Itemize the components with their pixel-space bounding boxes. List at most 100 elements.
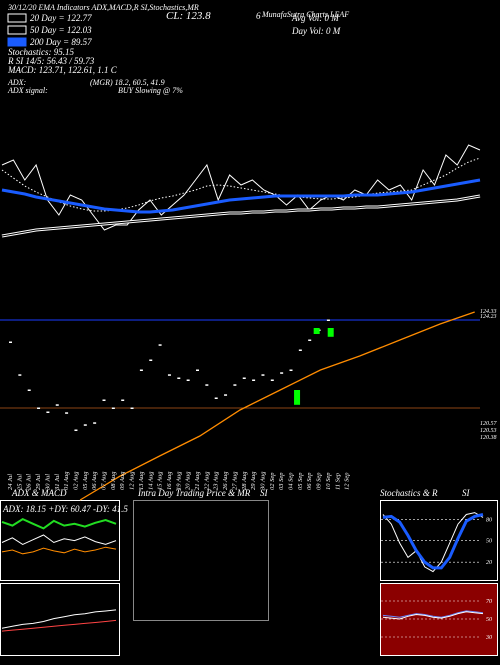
stoch-line <box>382 513 484 570</box>
date-label: 09 Aug <box>119 471 126 490</box>
rsi-line <box>382 610 484 618</box>
legend-ema20: 20 Day = 122.77 <box>30 13 92 23</box>
date-label: 03 Sep <box>278 472 285 490</box>
date-label: 30 Jul <box>44 474 51 491</box>
y-tick-label: 50 <box>486 617 492 623</box>
dot <box>261 374 265 376</box>
legend-swatch <box>7 13 27 23</box>
date-label: 01 Aug <box>63 471 70 490</box>
dot <box>167 374 171 376</box>
dot <box>233 384 237 386</box>
dot <box>121 399 125 401</box>
price-label: 120.57 <box>480 421 498 427</box>
dot <box>9 341 12 343</box>
date-label: 15 Aug <box>157 471 164 490</box>
dot <box>74 429 78 431</box>
candle <box>313 328 320 334</box>
dot <box>242 377 246 379</box>
close: CL: 123.8 <box>166 10 211 22</box>
day-vol: Day Vol: 0 M <box>291 26 341 36</box>
date-label: 24 Jul <box>7 474 14 490</box>
dot <box>196 369 199 371</box>
macd-line <box>1 619 117 632</box>
date-label: 25 Jul <box>16 474 23 490</box>
date-label: 09 Sep <box>316 472 323 490</box>
date-label: 30 Aug <box>259 471 266 491</box>
adx-signal: BUY Slowing @ 7% <box>118 86 183 95</box>
date-label: 14 Aug <box>147 471 154 490</box>
rsi-readout: R SI 14/5: 56.43 / 59.73 <box>7 56 95 66</box>
rsi-frame <box>380 583 498 656</box>
date-label: 08 Aug <box>110 471 117 490</box>
rsi-line <box>382 611 484 620</box>
dot <box>65 412 69 414</box>
price-label: 124.23 <box>480 313 497 320</box>
y-tick-label: 80 <box>486 517 492 523</box>
dot <box>37 407 41 409</box>
adx-line <box>1 534 117 545</box>
candle <box>294 390 301 405</box>
date-label: 23 Aug <box>213 471 220 490</box>
stoch-line <box>382 512 484 573</box>
dot <box>27 389 31 391</box>
dot <box>18 374 22 376</box>
dot <box>186 379 190 381</box>
y-tick-label: 50 <box>486 539 492 545</box>
dot <box>308 339 312 341</box>
dot <box>280 372 284 374</box>
y-tick-label: 70 <box>486 599 492 605</box>
dot <box>55 404 59 406</box>
date-label: 07 Aug <box>101 471 108 490</box>
panel-title: SI <box>260 488 269 498</box>
date-label: 05 Sep <box>297 472 304 490</box>
dot <box>93 422 97 424</box>
adx-line <box>1 517 117 530</box>
panel-title: Stochastics & R <box>380 488 438 498</box>
date-label: 19 Aug <box>175 471 182 490</box>
price-label: 120.53 <box>480 428 497 434</box>
dot <box>102 399 106 401</box>
date-label: 26 Aug <box>222 471 229 490</box>
date-label: 05 Aug <box>82 471 89 490</box>
price-label: 124.33 <box>480 308 497 315</box>
date-label: 06 Aug <box>91 471 98 490</box>
ma-line-inner <box>1 195 481 237</box>
legend-ema200: 200 Day = 89.57 <box>30 37 92 47</box>
dot <box>149 359 153 361</box>
date-label: 13 Aug <box>138 471 145 490</box>
macd-line <box>1 609 117 629</box>
legend-swatch <box>7 25 27 35</box>
dot <box>214 397 218 399</box>
date-label: 04 Sep <box>288 472 295 490</box>
price-label: 120.38 <box>480 435 497 441</box>
legend-swatch <box>7 37 27 47</box>
dot <box>130 407 134 409</box>
candle <box>327 328 334 337</box>
legend-ema50: 50 Day = 122.03 <box>30 25 92 35</box>
dot <box>289 369 293 371</box>
date-label: 12 Sep <box>344 472 351 490</box>
date-label: 06 Sep <box>306 472 313 490</box>
avg-vol: Avg Vol: 0 M <box>291 13 339 23</box>
dot <box>252 379 256 381</box>
date-label: 27 Aug <box>231 471 238 490</box>
date-label: 16 Aug <box>166 471 173 490</box>
price-line <box>1 157 481 212</box>
dot <box>177 377 181 379</box>
panel-title: SI <box>462 488 471 498</box>
date-label: 02 Aug <box>72 471 79 490</box>
adx-readout: ADX: 18.15 +DY: 60.47 -DY: 41.5 <box>2 504 128 514</box>
date-label: 11 Sep <box>334 472 341 490</box>
dot <box>270 379 274 381</box>
intraday-frame <box>133 500 269 621</box>
date-label: 29 Jul <box>35 474 42 490</box>
macd-frame <box>0 583 120 656</box>
adx-line <box>1 546 117 555</box>
dot <box>298 349 302 351</box>
date-label: 26 Jul <box>26 474 33 490</box>
dot <box>83 424 87 426</box>
date-label: 10 Sep <box>325 472 332 490</box>
panel-title: ADX & MACD <box>11 488 67 498</box>
dot <box>224 394 228 396</box>
